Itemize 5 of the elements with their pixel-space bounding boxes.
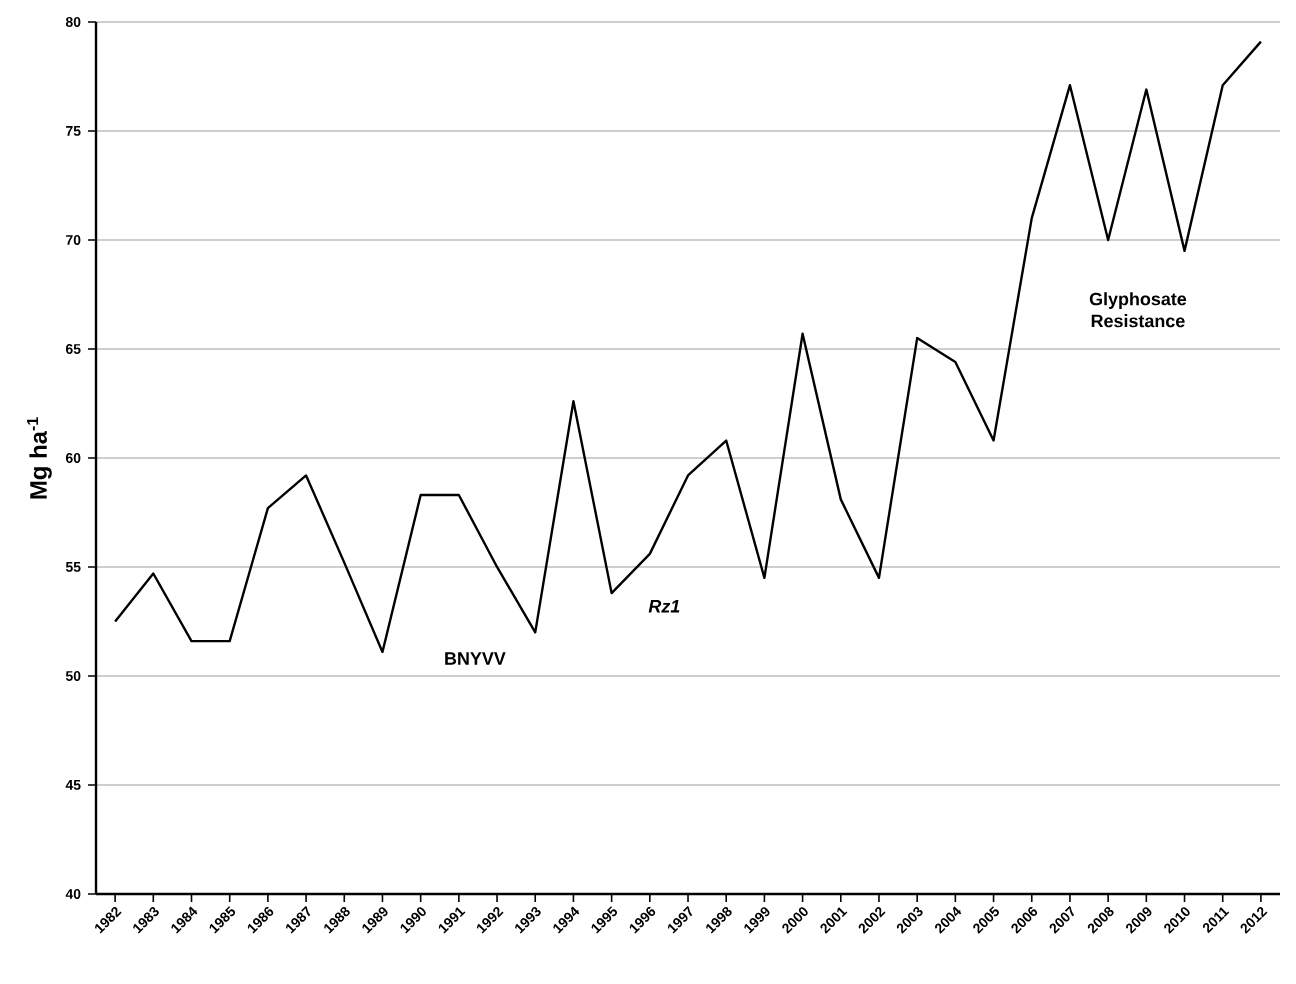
annotation: Rz1 <box>648 600 680 613</box>
line-series <box>113 40 1263 654</box>
annotation: Glyphosate Resistance <box>1089 292 1187 328</box>
annotation: BNYVV <box>445 652 506 665</box>
y-axis-title: Mg ha$^{-1}$ <box>27 417 52 499</box>
